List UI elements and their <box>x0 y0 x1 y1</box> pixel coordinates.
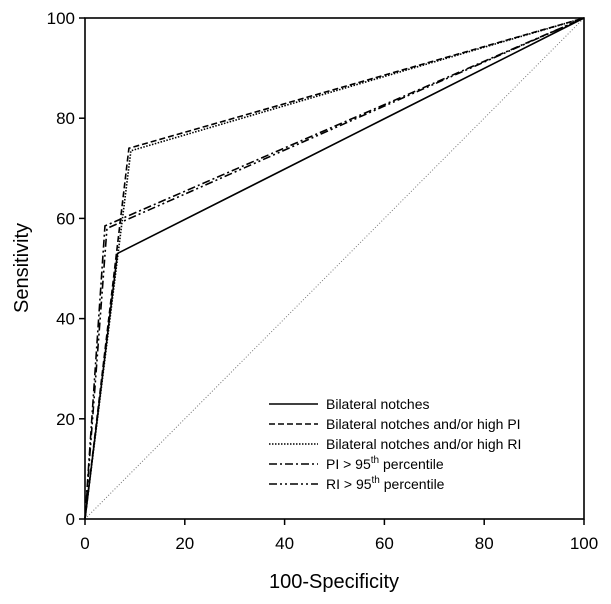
x-tick-label: 100 <box>570 534 598 553</box>
y-tick-label: 60 <box>56 209 75 228</box>
x-tick-label: 0 <box>80 534 89 553</box>
y-tick-label: 100 <box>47 9 75 28</box>
legend-label: RI > 95th percentile <box>326 475 445 492</box>
series-line-4 <box>84 17 585 520</box>
reference-diagonal <box>84 17 585 520</box>
x-tick-label: 40 <box>275 534 294 553</box>
y-tick-label: 0 <box>66 510 75 529</box>
reference-line-layer <box>84 17 585 520</box>
series-line-2 <box>84 17 585 520</box>
y-axis-title: Sensitivity <box>11 223 33 313</box>
x-axis-title: 100-Specificity <box>269 571 399 593</box>
plot-frame <box>84 17 585 520</box>
x-tick-label: 80 <box>475 534 494 553</box>
legend-label: Bilateral notches and/or high PI <box>326 416 521 432</box>
legend-label: PI > 95th percentile <box>326 455 444 472</box>
y-tick-label: 40 <box>56 310 75 329</box>
y-tick-label: 80 <box>56 109 75 128</box>
x-tick-label: 20 <box>175 534 194 553</box>
series-line-3 <box>84 17 585 520</box>
series-layer <box>84 17 585 520</box>
axes-layer <box>84 17 585 520</box>
legend-label: Bilateral notches <box>326 396 430 412</box>
ticks-layer: 0 20 40 60 80 100 0 20 40 60 80 100 <box>47 9 599 553</box>
legend: Bilateral notches Bilateral notches and/o… <box>269 396 521 492</box>
y-tick-label: 20 <box>56 410 75 429</box>
x-tick-label: 60 <box>375 534 394 553</box>
legend-label: Bilateral notches and/or high RI <box>326 436 521 452</box>
